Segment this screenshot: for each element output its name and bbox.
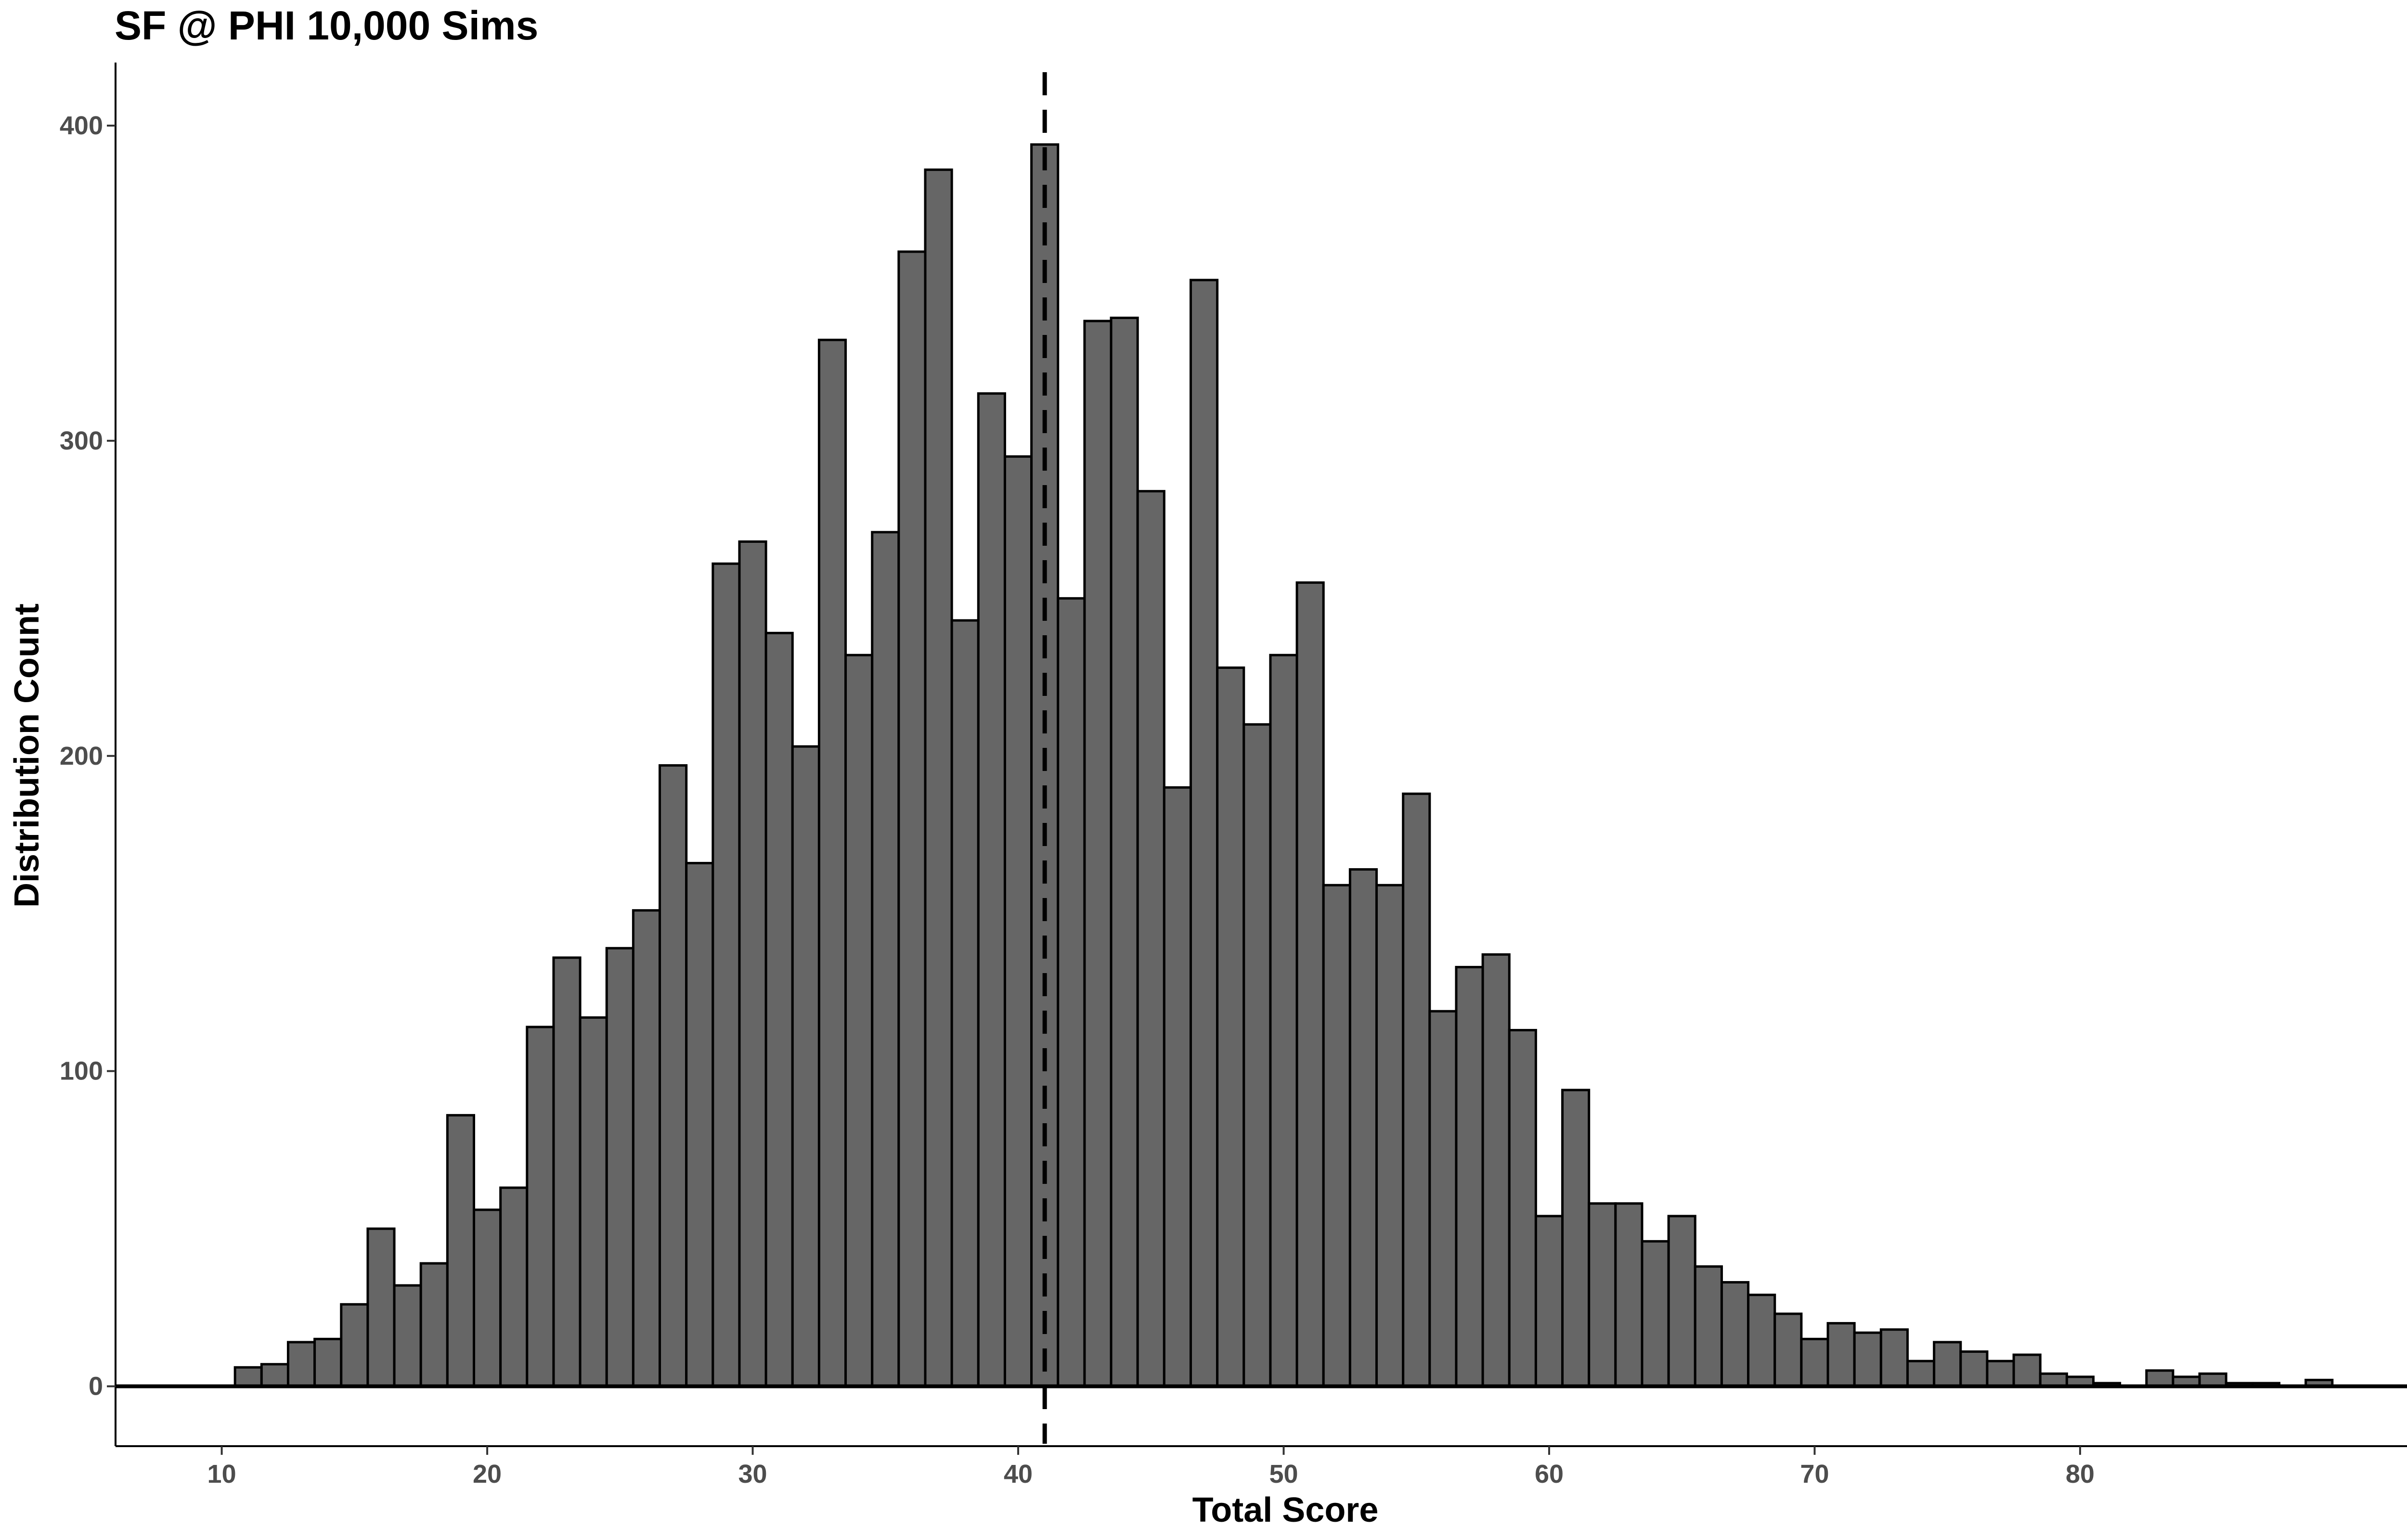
histogram-bar bbox=[1720, 1281, 1750, 1388]
histogram-bar bbox=[1402, 792, 1431, 1388]
histogram-bar bbox=[579, 1016, 608, 1388]
histogram-bar bbox=[897, 250, 927, 1388]
histogram-bar bbox=[1375, 884, 1405, 1388]
histogram-bar bbox=[1534, 1215, 1564, 1388]
histogram-bar bbox=[1773, 1312, 1803, 1388]
y-tick-label: 100 bbox=[60, 1057, 103, 1086]
chart-title: SF @ PHI 10,000 Sims bbox=[115, 3, 538, 48]
y-tick-label: 200 bbox=[60, 742, 103, 770]
histogram-bar bbox=[1216, 666, 1245, 1388]
histogram-bar bbox=[685, 861, 714, 1388]
x-tick-label: 10 bbox=[207, 1460, 236, 1489]
histogram-bar bbox=[1800, 1337, 1829, 1388]
histogram-bar bbox=[1348, 868, 1378, 1388]
histogram-bar bbox=[233, 1366, 263, 1388]
x-tick-label: 50 bbox=[1269, 1460, 1298, 1489]
histogram-bar bbox=[817, 338, 847, 1388]
histogram-bar bbox=[286, 1341, 316, 1388]
histogram-bar bbox=[659, 764, 688, 1388]
y-axis-title: Distribution Count bbox=[8, 603, 46, 908]
histogram-bar bbox=[1136, 490, 1165, 1388]
histogram-bar bbox=[2145, 1369, 2174, 1388]
histogram-bar bbox=[1959, 1350, 1989, 1388]
histogram-bar bbox=[1906, 1360, 1936, 1388]
histogram-bar bbox=[526, 1026, 555, 1388]
x-tick-label: 80 bbox=[2066, 1460, 2095, 1489]
histogram-bar bbox=[499, 1186, 529, 1388]
histogram-bar bbox=[977, 392, 1006, 1388]
histogram-bar bbox=[552, 956, 582, 1388]
histogram-bar bbox=[313, 1337, 343, 1388]
histogram-bar bbox=[1189, 279, 1219, 1388]
x-axis-title: Total Score bbox=[1192, 1491, 1379, 1529]
histogram-bar bbox=[791, 745, 820, 1388]
histogram-bar bbox=[871, 531, 900, 1388]
histogram-bar bbox=[1667, 1215, 1696, 1388]
histogram-bar bbox=[1561, 1089, 1591, 1388]
histogram-bar bbox=[1322, 884, 1351, 1388]
histogram-bar bbox=[393, 1284, 422, 1388]
histogram-bar bbox=[632, 909, 661, 1388]
histogram-bar bbox=[260, 1363, 289, 1388]
histogram-bar bbox=[950, 619, 980, 1388]
histogram-bar bbox=[1083, 320, 1113, 1388]
histogram-bar bbox=[1057, 597, 1086, 1388]
histogram-bar bbox=[605, 947, 634, 1388]
y-tick-label: 300 bbox=[60, 426, 103, 455]
histogram-bar bbox=[1428, 1010, 1458, 1388]
histogram-bar bbox=[340, 1303, 369, 1388]
axes-layer: 0 100 200 300 400 10 20 30 40 50 60 70 80 bbox=[60, 63, 2407, 1489]
histogram-bar bbox=[1110, 316, 1139, 1388]
histogram-bar bbox=[366, 1227, 396, 1388]
histogram-bar bbox=[738, 540, 767, 1388]
histogram-bar bbox=[1003, 455, 1033, 1388]
bars-layer bbox=[233, 143, 2334, 1388]
histogram-bar bbox=[1481, 953, 1511, 1388]
histogram-bar bbox=[1694, 1265, 1723, 1388]
histogram-bar bbox=[1163, 786, 1192, 1388]
x-tick-label: 40 bbox=[1004, 1460, 1033, 1489]
histogram-bar bbox=[1455, 966, 1484, 1388]
x-tick-label: 30 bbox=[738, 1460, 767, 1489]
histogram-bar bbox=[1641, 1240, 1670, 1388]
histogram-bar bbox=[1588, 1202, 1617, 1388]
y-tick-label: 400 bbox=[60, 111, 103, 140]
histogram-bar bbox=[924, 168, 953, 1388]
x-tick-label: 20 bbox=[473, 1460, 502, 1489]
histogram-bar bbox=[1826, 1322, 1856, 1388]
histogram-bar bbox=[1508, 1029, 1537, 1388]
x-tick-label: 70 bbox=[1800, 1460, 1829, 1489]
histogram-bar bbox=[844, 654, 874, 1388]
histogram-bar bbox=[1295, 581, 1325, 1388]
histogram-bar bbox=[712, 562, 741, 1388]
histogram-bar bbox=[1879, 1328, 1909, 1388]
histogram-bar bbox=[1747, 1294, 1776, 1388]
histogram-bar bbox=[1933, 1341, 1962, 1388]
histogram-bar bbox=[1242, 723, 1272, 1388]
histogram-bar bbox=[1269, 654, 1298, 1388]
histogram-bar bbox=[472, 1208, 502, 1388]
histogram-bar bbox=[419, 1262, 449, 1388]
histogram-bar bbox=[2012, 1353, 2042, 1388]
histogram-bar bbox=[764, 631, 794, 1388]
histogram-bar bbox=[1614, 1202, 1643, 1388]
histogram-bar bbox=[1853, 1331, 1882, 1388]
y-tick-label: 0 bbox=[89, 1372, 103, 1401]
histogram-bar bbox=[1986, 1360, 2015, 1388]
histogram-bar bbox=[446, 1114, 475, 1388]
x-tick-label: 60 bbox=[1535, 1460, 1564, 1489]
